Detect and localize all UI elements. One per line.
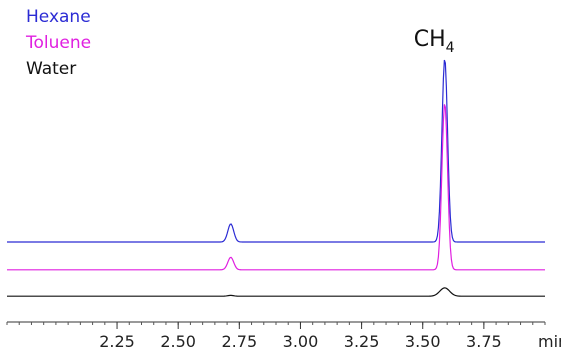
plot-frame xyxy=(7,0,545,322)
x-tick-label: 2.50 xyxy=(160,332,196,351)
legend-entry-water: Water xyxy=(26,59,76,79)
legend-entry-hexane: Hexane xyxy=(26,7,91,27)
legend-entry-toluene: Toluene xyxy=(25,33,91,53)
x-axis-tick-labels: 2.25 2.50 2.75 3.00 3.25 3.50 3.75 xyxy=(99,332,501,351)
peak-label-subscript: 4 xyxy=(446,40,455,56)
x-tick-label: 3.25 xyxy=(344,332,380,351)
series-traces xyxy=(7,59,545,297)
x-tick-label: 2.75 xyxy=(222,332,258,351)
legend: Hexane Toluene Water xyxy=(25,7,91,79)
peak-label-ch4: CH4 xyxy=(414,27,455,56)
series-line-toluene xyxy=(7,104,545,271)
x-axis-label: min xyxy=(538,332,561,351)
peak-label-main: CH xyxy=(414,27,446,52)
x-axis-major-ticks xyxy=(116,322,485,329)
x-tick-label: 2.25 xyxy=(99,332,135,351)
series-line-hexane xyxy=(7,59,545,243)
x-tick-label: 3.50 xyxy=(405,332,441,351)
series-line-water xyxy=(7,287,545,297)
plot-area xyxy=(7,0,545,322)
x-tick-label: 3.00 xyxy=(283,332,319,351)
x-tick-label: 3.75 xyxy=(466,332,502,351)
